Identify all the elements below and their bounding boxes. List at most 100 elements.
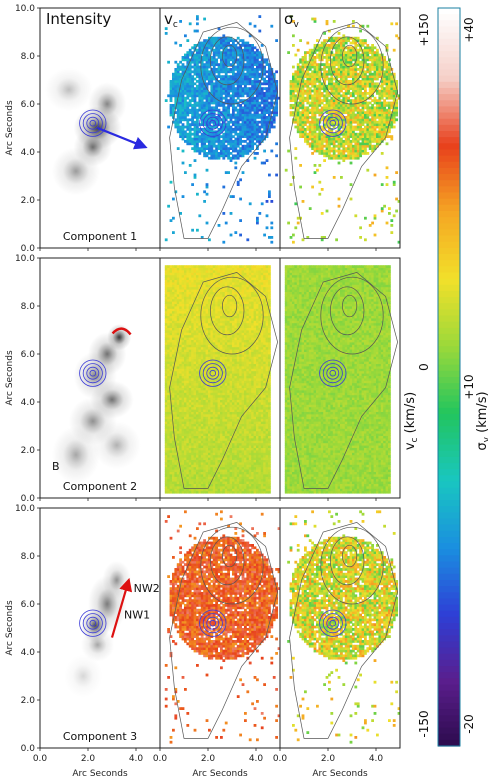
- map-pixel: [342, 65, 346, 69]
- map-pixel: [246, 128, 250, 131]
- map-pixel: [169, 368, 173, 372]
- map-pixel: [318, 44, 322, 47]
- map-pixel: [229, 39, 233, 42]
- map-pixel: [172, 116, 175, 119]
- map-pixel: [244, 144, 247, 148]
- map-pixel: [193, 267, 197, 271]
- map-pixel: [169, 454, 173, 458]
- map-pixel: [383, 60, 386, 64]
- map-pixel: [256, 80, 259, 83]
- map-pixel: [200, 58, 204, 62]
- map-pixel: [193, 301, 197, 304]
- map-pixel: [301, 89, 305, 93]
- map-pixel: [349, 99, 353, 102]
- map-pixel: [330, 106, 334, 110]
- map-pixel: [256, 65, 259, 69]
- map-pixel: [196, 48, 199, 52]
- map-pixel: [179, 318, 182, 321]
- map-pixel: [335, 89, 338, 93]
- map-pixel: [196, 308, 199, 312]
- map-pixel: [174, 339, 178, 343]
- map-pixel: [188, 334, 192, 338]
- map-pixel: [251, 116, 254, 119]
- map-pixel: [196, 426, 199, 429]
- map-pixel: [373, 128, 377, 131]
- map-pixel: [253, 60, 257, 64]
- map-pixel: [193, 390, 197, 393]
- map-pixel: [229, 68, 233, 71]
- map-pixel: [335, 44, 338, 47]
- map-pixel: [246, 106, 250, 110]
- map-pixel: [354, 144, 358, 148]
- map-pixel: [258, 106, 262, 110]
- map-pixel: [325, 101, 329, 105]
- map-pixel: [191, 140, 194, 143]
- map-pixel: [352, 53, 355, 57]
- map-pixel: [224, 36, 228, 40]
- map-pixel: [203, 152, 206, 155]
- map-pixel: [188, 397, 192, 400]
- map-pixel: [385, 132, 389, 136]
- map-pixel: [308, 58, 312, 62]
- map-pixel: [167, 308, 170, 312]
- map-pixel: [198, 488, 202, 492]
- map-pixel: [313, 118, 317, 122]
- map-pixel: [301, 132, 305, 136]
- map-pixel: [316, 118, 319, 122]
- map-pixel: [337, 144, 341, 148]
- map-pixel: [364, 137, 367, 141]
- map-pixel: [176, 421, 180, 424]
- map-pixel: [222, 108, 226, 112]
- map-pixel: [191, 75, 194, 78]
- map-pixel: [318, 147, 322, 150]
- map-pixel: [212, 120, 216, 124]
- map-pixel: [164, 298, 168, 302]
- map-pixel: [313, 84, 317, 88]
- map-pixel: [174, 87, 178, 90]
- map-pixel: [366, 101, 370, 105]
- map-pixel: [366, 70, 370, 74]
- map-pixel: [349, 142, 353, 146]
- map-pixel: [258, 116, 262, 119]
- map-pixel: [167, 274, 170, 278]
- map-pixel: [349, 161, 353, 165]
- map-pixel: [368, 51, 372, 54]
- map-pixel: [222, 240, 226, 244]
- map-pixel: [222, 68, 226, 71]
- map-pixel: [200, 144, 204, 148]
- map-pixel: [188, 75, 192, 78]
- map-pixel: [208, 132, 211, 136]
- map-pixel: [359, 125, 362, 129]
- map-pixel: [349, 80, 353, 83]
- map-pixel: [292, 240, 295, 244]
- map-pixel: [368, 108, 372, 112]
- map-pixel: [246, 80, 250, 83]
- map-pixel: [188, 320, 192, 324]
- map-pixel: [232, 96, 235, 100]
- map-pixel: [205, 192, 209, 196]
- map-pixel: [234, 89, 238, 93]
- map-pixel: [172, 361, 175, 364]
- map-pixel: [186, 346, 190, 350]
- map-pixel: [215, 132, 218, 136]
- map-pixel: [188, 394, 192, 398]
- map-pixel: [164, 375, 168, 379]
- map-pixel: [222, 111, 226, 114]
- map-pixel: [172, 454, 175, 458]
- map-pixel: [328, 99, 331, 102]
- map-pixel: [395, 197, 398, 201]
- map-pixel: [203, 94, 206, 98]
- map-pixel: [323, 152, 326, 155]
- map-pixel: [193, 462, 197, 465]
- map-pixel: [188, 135, 192, 138]
- map-pixel: [222, 44, 226, 47]
- map-pixel: [301, 135, 305, 138]
- map-pixel: [198, 137, 202, 141]
- map-pixel: [172, 474, 175, 477]
- map-pixel: [316, 72, 319, 76]
- map-pixel: [186, 354, 190, 357]
- map-pixel: [378, 58, 382, 62]
- map-pixel: [191, 390, 194, 393]
- map-pixel: [198, 478, 202, 482]
- map-pixel: [172, 354, 175, 357]
